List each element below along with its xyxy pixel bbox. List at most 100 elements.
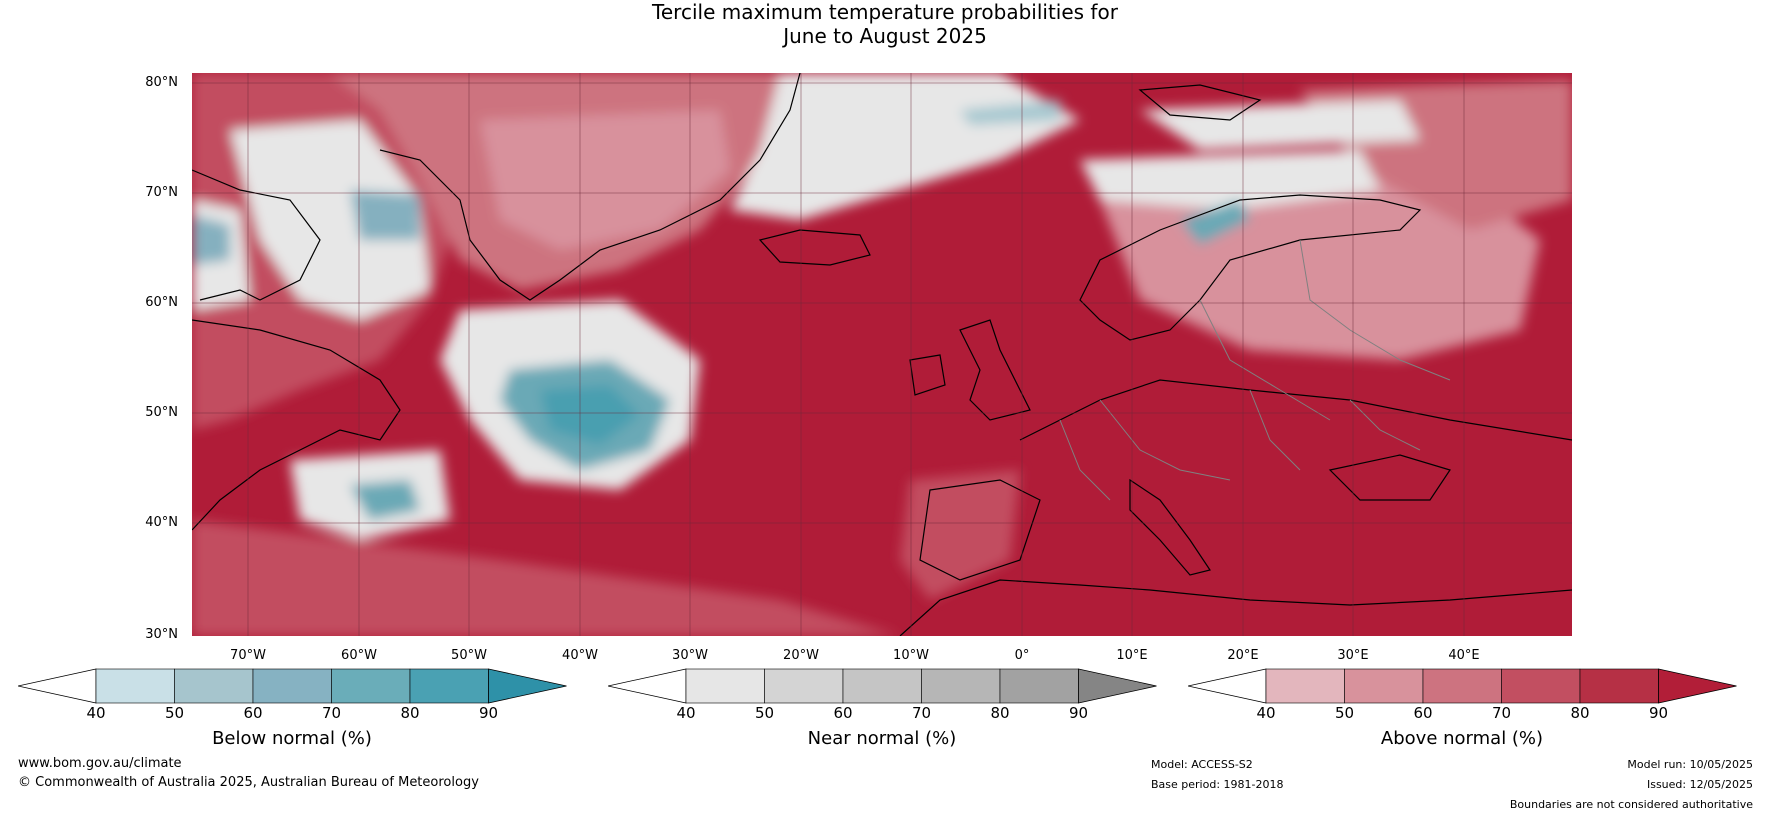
footer-model-run: Model run: 10/05/2025	[1627, 758, 1753, 771]
colorbar-near	[608, 668, 1157, 704]
colorbar-below-segment	[331, 668, 411, 704]
border-5	[1249, 389, 1301, 471]
footer-disclaimer: Boundaries are not considered authoritat…	[1509, 798, 1753, 811]
coast-labrador	[192, 319, 401, 531]
colorbar-below-tick: 40	[86, 704, 106, 722]
national-borders	[1059, 239, 1451, 501]
colorbar-above-tick: 70	[1491, 704, 1512, 722]
near-field-baffin	[230, 120, 430, 320]
colorbar-above	[1188, 668, 1737, 704]
near-field-barents	[1140, 100, 1420, 150]
lon-label-30w: 30°W	[672, 648, 708, 663]
colorbar-below-tick: 60	[243, 704, 263, 722]
map-title: Tercile maximum temperature probabilitie…	[0, 0, 1770, 48]
colorbar-below-tick: 70	[321, 704, 342, 722]
coast-italy	[1129, 478, 1211, 576]
coast-svalbard	[1138, 84, 1262, 121]
lon-label-40e: 40°E	[1448, 648, 1480, 663]
lat-label-60n: 60°N	[145, 295, 178, 310]
colorbar-below-tick: 50	[164, 704, 185, 722]
map-title-line1: Tercile maximum temperature probabilitie…	[652, 0, 1118, 24]
coast-iceland	[758, 229, 871, 266]
border-1	[1059, 419, 1111, 501]
colorbar-near-tick: 90	[1068, 704, 1089, 722]
lon-label-20w: 20°W	[783, 648, 819, 663]
lat-label-80n: 80°N	[145, 75, 178, 90]
above-field-iberia	[900, 470, 1020, 600]
colorbar-near-tick: 80	[990, 704, 1010, 722]
footer-base-period: Base period: 1981-2018	[1151, 778, 1284, 791]
colorbar-near-arrow-high	[1078, 668, 1157, 704]
map-title-line2: June to August 2025	[783, 24, 987, 48]
colorbar-below-title: Below normal (%)	[212, 728, 372, 749]
colorbar-below	[18, 668, 567, 704]
below-field-labrador-sea-core	[540, 385, 640, 445]
colorbar-above-tick: 60	[1413, 704, 1433, 722]
lon-label-10e: 10°E	[1116, 648, 1148, 663]
colorbar-below-tick: 80	[400, 704, 420, 722]
colorbar-above-segment	[1344, 668, 1424, 704]
colorbar-below-segment	[174, 668, 254, 704]
lat-label-40n: 40°N	[145, 515, 178, 530]
colorbar-near-segment	[764, 668, 844, 704]
colorbar-below-segment	[252, 668, 332, 704]
coast-ireland	[909, 354, 946, 396]
footer-copyright: © Commonwealth of Australia 2025, Austra…	[18, 775, 479, 790]
above-field-atlantic-south	[192, 520, 900, 636]
coast-europe	[1019, 379, 1572, 441]
lon-label-50w: 50°W	[451, 648, 487, 663]
border-6	[1349, 399, 1421, 451]
colorbar-above-segment	[1501, 668, 1581, 704]
coast-iberia	[919, 479, 1041, 581]
colorbar-below-tick: 90	[478, 704, 499, 722]
colorbar-near-segment	[999, 668, 1079, 704]
coast-black-sea	[1328, 454, 1451, 501]
colorbar-above-tick: 50	[1334, 704, 1355, 722]
below-field-baffin	[350, 190, 420, 240]
colorbar-above-tick: 90	[1648, 704, 1669, 722]
lon-label-10w: 10°W	[893, 648, 929, 663]
lon-label-70w: 70°W	[230, 648, 266, 663]
colorbar-near-arrow-low	[608, 668, 687, 704]
colorbar-above-tick: 80	[1570, 704, 1590, 722]
lat-label-70n: 70°N	[145, 185, 178, 200]
lat-label-50n: 50°N	[145, 405, 178, 420]
map-plot-area	[192, 73, 1572, 636]
coast-greenland	[379, 73, 801, 301]
colorbar-near-segment	[921, 668, 1001, 704]
coastlines	[192, 73, 1572, 636]
footer-issued: Issued: 12/05/2025	[1646, 778, 1753, 791]
graticule	[192, 73, 1572, 636]
colorbar-below-segment	[409, 668, 489, 704]
border-2	[1099, 399, 1231, 481]
colorbar-above-segment	[1265, 668, 1345, 704]
lon-label-20e: 20°E	[1227, 648, 1259, 663]
below-field-hudson	[192, 215, 230, 265]
lon-label-60w: 60°W	[341, 648, 377, 663]
footer-url[interactable]: www.bom.gov.au/climate	[18, 756, 182, 771]
coast-british-isles	[959, 319, 1031, 421]
colorbar-above-tick: 40	[1256, 704, 1276, 722]
below-field-norway	[1180, 200, 1250, 245]
coast-scandinavia	[1079, 194, 1422, 341]
below-field-arctic	[960, 100, 1060, 125]
colorbar-below-arrow-low	[18, 668, 97, 704]
border-4	[1299, 239, 1451, 381]
probability-fields	[192, 73, 1572, 636]
colorbar-near-tick: 40	[676, 704, 696, 722]
colorbar-near-title: Near normal (%)	[807, 728, 957, 749]
footer-model: Model: ACCESS-S2	[1151, 758, 1253, 771]
lon-label-0: 0°	[1014, 648, 1030, 663]
lat-label-30n: 30°N	[145, 627, 178, 642]
border-3	[1199, 299, 1331, 421]
below-field-nova-scotia	[350, 480, 420, 520]
colorbar-above-segment	[1579, 668, 1659, 704]
lon-label-40w: 40°W	[562, 648, 598, 663]
colorbar-near-tick: 60	[833, 704, 853, 722]
colorbar-below-arrow-high	[488, 668, 567, 704]
colorbar-above-segment	[1422, 668, 1502, 704]
colorbar-near-tick: 50	[754, 704, 775, 722]
colorbar-near-segment	[842, 668, 922, 704]
colorbar-above-title: Above normal (%)	[1380, 728, 1544, 749]
colorbar-below-segment	[95, 668, 175, 704]
